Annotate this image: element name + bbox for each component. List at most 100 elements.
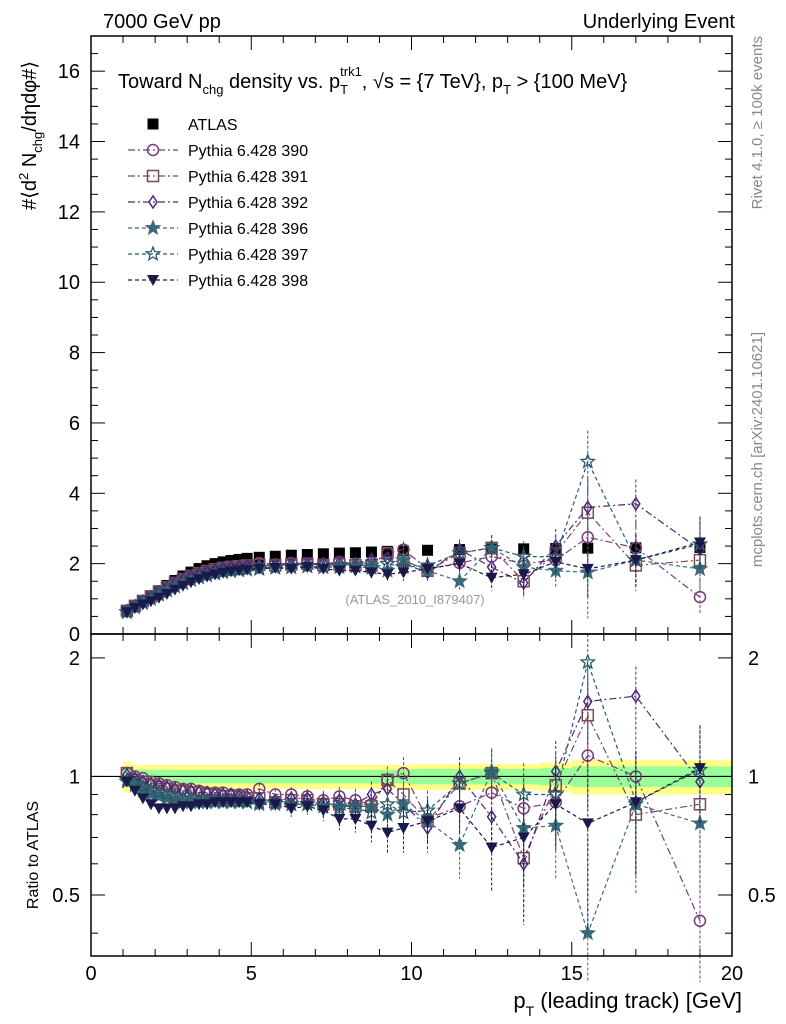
series-3 [121,478,705,925]
legend-label: Pythia 6.428 392 [188,195,308,212]
legend: ATLAS Pythia 6.428 390 Pythia 6.428 391 Pyt… [128,117,308,290]
data-point [158,785,176,802]
data-point [217,567,230,579]
data-point [269,562,282,574]
legend-item: Pythia 6.428 397 [128,245,308,264]
data-point [485,842,498,854]
x-tick-label: 15 [561,963,583,985]
legend-item: Pythia 6.428 396 [128,219,308,238]
data-point [579,452,597,469]
data-point [176,801,189,813]
data-point [144,596,157,608]
data-point [160,588,173,600]
data-point [397,545,409,557]
x-tick-label: 5 [246,963,257,985]
data-point [225,797,238,809]
data-point [517,569,530,581]
data-point [349,813,362,825]
data-point [483,764,500,781]
data-point [581,709,595,722]
series-6 [120,516,706,929]
data-point [454,769,465,784]
ratio-tick-label-right: 2 [748,648,759,670]
ratio-series-line [126,770,701,936]
data-point [168,584,181,596]
data-point [349,565,362,577]
legend-item: Pythia 6.428 398 [128,273,308,290]
data-point [451,572,468,589]
legend-item: Pythia 6.428 390 [128,143,308,160]
data-point [269,799,282,811]
data-point [483,538,501,555]
data-point [301,562,314,574]
data-point [453,558,466,570]
legend-label: Pythia 6.428 391 [188,169,308,186]
data-point [379,554,396,571]
y-tick-label: 2 [69,554,80,576]
ratio-tick-label: 1 [69,766,80,788]
legend-label: Pythia 6.428 396 [188,221,308,238]
data-point [241,797,254,809]
ratio-series-line [126,767,701,849]
legend-label: Pythia 6.428 398 [188,273,308,290]
data-point [168,803,181,815]
series-1 [120,511,707,983]
ratio-tick-label: 2 [69,648,80,670]
data-point [217,797,230,809]
data-point [136,793,149,805]
side-label-mcplots: mcplots.cern.ch [arXiv:2401.10621] [749,332,766,567]
data-point [549,799,562,811]
y-tick-label: 4 [69,483,80,505]
data-point [146,169,160,183]
data-point [209,569,222,581]
data-point [581,818,594,830]
data-point [285,803,298,815]
legend-label: ATLAS [188,117,238,134]
data-point [693,763,706,775]
data-point [176,580,189,592]
x-tick-label: 20 [721,963,743,985]
data-point [581,563,594,575]
data-point [184,577,197,589]
data-point [128,785,141,797]
data-point [515,819,532,836]
data-point [630,688,641,704]
data-point [301,549,313,561]
legend-label: Pythia 6.428 390 [188,143,308,160]
data-point [365,820,378,832]
data-point [333,565,346,577]
data-point [146,143,160,157]
legend-item: ATLAS [147,117,238,134]
data-point [381,569,394,581]
data-point [629,555,642,567]
data-point [285,549,297,561]
series-5 [118,430,709,876]
data-point [365,567,378,579]
data-point [419,801,436,818]
data-point [397,567,410,579]
y-tick-label: 12 [58,202,80,224]
data-point [421,816,434,828]
data-point [317,805,330,817]
data-point [201,799,214,811]
side-label-rivet: Rivet 4.1.0, ≥ 100k events [749,36,766,209]
legend-label: Pythia 6.428 397 [188,247,308,264]
data-point [193,799,206,811]
data-point [136,599,149,611]
data-point [451,836,468,853]
x-tick-label: 10 [400,963,422,985]
data-point [395,803,412,820]
ratio-tick-label-right: 1 [748,766,759,788]
ratio-tick-label: 0.5 [52,885,80,907]
data-point [241,552,253,564]
data-point [365,546,377,558]
y-tick-label: 16 [58,61,80,83]
data-point [547,785,565,802]
ratio-y-axis-label: Ratio to ATLAS [25,801,42,909]
x-axis-label: pT (leading track) [GeV] [513,988,742,1019]
data-point [209,797,222,809]
data-point [166,787,184,804]
data-point [147,275,159,286]
y-tick-label: 10 [58,272,80,294]
